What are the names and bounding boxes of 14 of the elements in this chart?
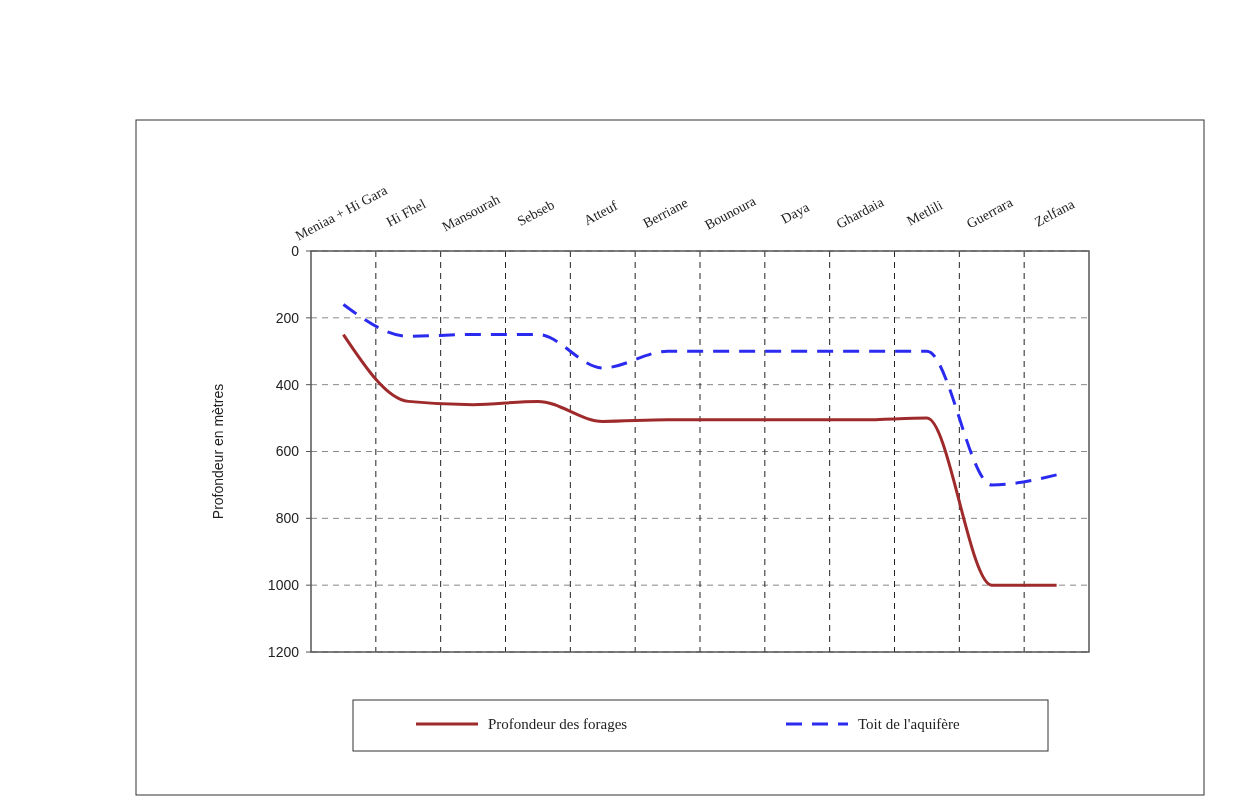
y-tick-label: 1000 xyxy=(267,577,300,594)
x-tick-label: Daya xyxy=(778,199,813,227)
y-axis-title: Profondeur en mètres xyxy=(210,383,226,520)
line-series xyxy=(341,333,1059,587)
y-tick-label: 0 xyxy=(291,242,300,259)
y-tick-label: 200 xyxy=(275,309,300,326)
y-tick-label: 400 xyxy=(275,376,300,393)
line-series xyxy=(341,302,1059,487)
legend-label: Toit de l'aquifère xyxy=(858,716,960,733)
y-tick-label: 1200 xyxy=(267,643,300,660)
y-tick-label: 600 xyxy=(275,443,300,460)
legend-label: Profondeur des forages xyxy=(488,716,628,733)
x-tick-label: Hi Fhel xyxy=(383,196,429,230)
y-tick-label: 800 xyxy=(275,510,300,527)
